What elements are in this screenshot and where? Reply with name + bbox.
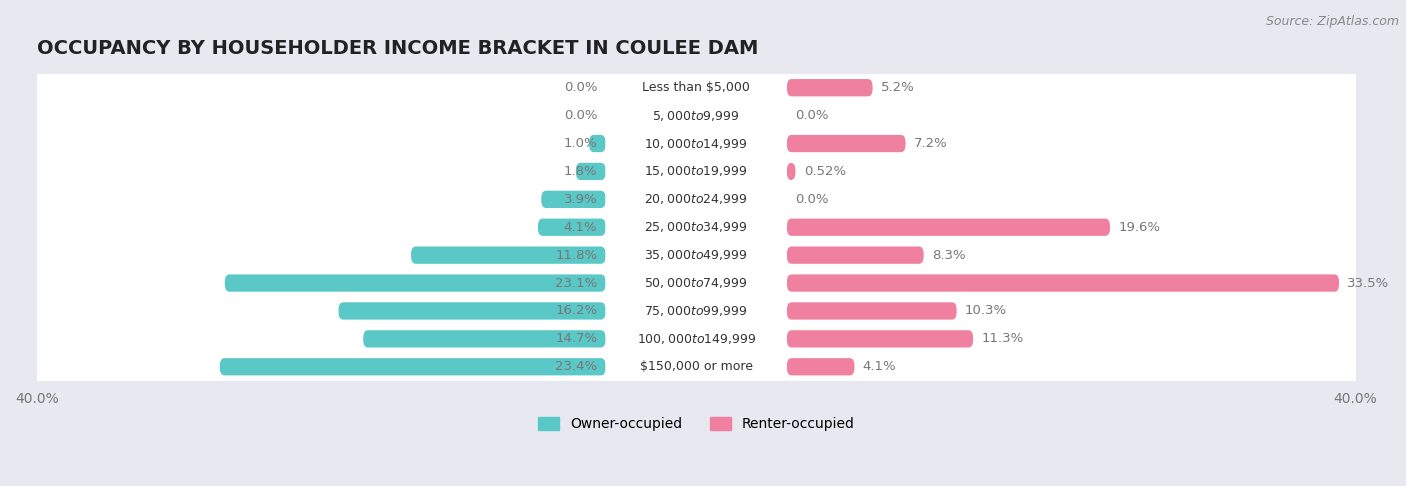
Text: $50,000 to $74,999: $50,000 to $74,999	[644, 276, 748, 290]
FancyBboxPatch shape	[28, 157, 1364, 185]
Text: $75,000 to $99,999: $75,000 to $99,999	[644, 304, 748, 318]
FancyBboxPatch shape	[787, 358, 855, 375]
Text: 11.8%: 11.8%	[555, 249, 598, 261]
FancyBboxPatch shape	[576, 163, 606, 180]
Text: 8.3%: 8.3%	[932, 249, 966, 261]
FancyBboxPatch shape	[28, 353, 1364, 381]
Text: 4.1%: 4.1%	[863, 360, 897, 373]
FancyBboxPatch shape	[28, 241, 1364, 269]
FancyBboxPatch shape	[538, 219, 606, 236]
Text: 4.1%: 4.1%	[564, 221, 598, 234]
FancyBboxPatch shape	[219, 358, 606, 375]
FancyBboxPatch shape	[606, 358, 787, 375]
Text: 11.3%: 11.3%	[981, 332, 1024, 346]
FancyBboxPatch shape	[606, 275, 787, 292]
FancyBboxPatch shape	[606, 107, 787, 124]
Text: 0.52%: 0.52%	[804, 165, 846, 178]
Text: 14.7%: 14.7%	[555, 332, 598, 346]
Text: $150,000 or more: $150,000 or more	[640, 360, 752, 373]
FancyBboxPatch shape	[606, 191, 787, 208]
FancyBboxPatch shape	[787, 302, 956, 320]
FancyBboxPatch shape	[606, 219, 787, 236]
FancyBboxPatch shape	[411, 246, 606, 264]
Text: 5.2%: 5.2%	[880, 81, 914, 94]
Text: 19.6%: 19.6%	[1118, 221, 1160, 234]
FancyBboxPatch shape	[28, 74, 1364, 102]
FancyBboxPatch shape	[606, 330, 787, 347]
FancyBboxPatch shape	[28, 213, 1364, 241]
Text: $10,000 to $14,999: $10,000 to $14,999	[644, 137, 748, 151]
FancyBboxPatch shape	[363, 330, 606, 347]
FancyBboxPatch shape	[339, 302, 606, 320]
Text: $100,000 to $149,999: $100,000 to $149,999	[637, 332, 756, 346]
Text: OCCUPANCY BY HOUSEHOLDER INCOME BRACKET IN COULEE DAM: OCCUPANCY BY HOUSEHOLDER INCOME BRACKET …	[37, 39, 758, 58]
FancyBboxPatch shape	[787, 246, 924, 264]
Text: $35,000 to $49,999: $35,000 to $49,999	[644, 248, 748, 262]
FancyBboxPatch shape	[606, 246, 787, 264]
FancyBboxPatch shape	[225, 275, 606, 292]
FancyBboxPatch shape	[28, 130, 1364, 157]
Text: Less than $5,000: Less than $5,000	[643, 81, 751, 94]
Text: $20,000 to $24,999: $20,000 to $24,999	[644, 192, 748, 207]
Text: 0.0%: 0.0%	[796, 109, 828, 122]
Text: 16.2%: 16.2%	[555, 304, 598, 317]
FancyBboxPatch shape	[606, 302, 787, 320]
FancyBboxPatch shape	[541, 191, 606, 208]
Text: 33.5%: 33.5%	[1347, 277, 1389, 290]
FancyBboxPatch shape	[787, 135, 905, 152]
FancyBboxPatch shape	[787, 330, 973, 347]
Text: 7.2%: 7.2%	[914, 137, 948, 150]
FancyBboxPatch shape	[787, 219, 1109, 236]
Text: $15,000 to $19,999: $15,000 to $19,999	[644, 164, 748, 178]
Text: 0.0%: 0.0%	[564, 81, 598, 94]
Text: 0.0%: 0.0%	[564, 109, 598, 122]
FancyBboxPatch shape	[28, 102, 1364, 130]
Text: Source: ZipAtlas.com: Source: ZipAtlas.com	[1265, 15, 1399, 28]
Text: 1.0%: 1.0%	[564, 137, 598, 150]
Text: $5,000 to $9,999: $5,000 to $9,999	[652, 109, 740, 122]
FancyBboxPatch shape	[606, 135, 787, 152]
FancyBboxPatch shape	[28, 269, 1364, 297]
FancyBboxPatch shape	[28, 185, 1364, 213]
FancyBboxPatch shape	[787, 275, 1339, 292]
Text: 0.0%: 0.0%	[796, 193, 828, 206]
FancyBboxPatch shape	[606, 163, 787, 180]
Text: 10.3%: 10.3%	[965, 304, 1007, 317]
FancyBboxPatch shape	[28, 325, 1364, 353]
Text: 23.1%: 23.1%	[555, 277, 598, 290]
Text: $25,000 to $34,999: $25,000 to $34,999	[644, 220, 748, 234]
Text: 1.8%: 1.8%	[564, 165, 598, 178]
FancyBboxPatch shape	[28, 297, 1364, 325]
Text: 3.9%: 3.9%	[564, 193, 598, 206]
FancyBboxPatch shape	[606, 79, 787, 96]
Text: 23.4%: 23.4%	[555, 360, 598, 373]
FancyBboxPatch shape	[787, 79, 873, 96]
Legend: Owner-occupied, Renter-occupied: Owner-occupied, Renter-occupied	[533, 412, 860, 436]
FancyBboxPatch shape	[589, 135, 606, 152]
FancyBboxPatch shape	[787, 163, 796, 180]
